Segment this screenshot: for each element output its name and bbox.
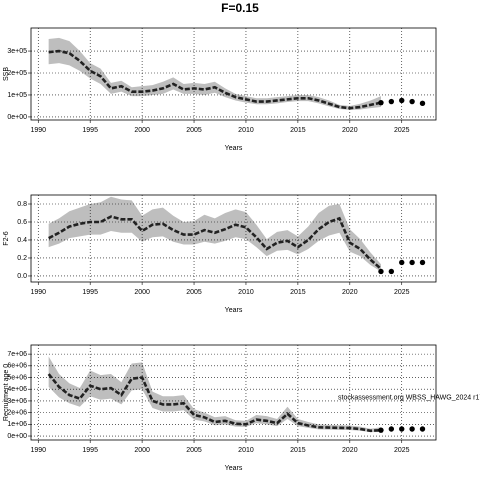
forecast-point [388, 98, 395, 105]
forecast-point [419, 100, 426, 107]
y-axis-title: F2-6 [3, 231, 10, 246]
y-tick-label: 3e+05 [7, 48, 27, 55]
x-tick-label: 1990 [30, 289, 46, 296]
y-tick-label: 0.4 [17, 237, 27, 244]
x-axis-title: Years [225, 307, 243, 314]
y-tick-label: 0.2 [17, 255, 27, 262]
y-tick-label: 2e+06 [7, 409, 27, 416]
x-tick-label: 2000 [134, 127, 150, 134]
x-tick-label: 1990 [30, 447, 46, 454]
x-tick-label: 2025 [394, 289, 410, 296]
y-tick-label: 0e+00 [7, 433, 27, 440]
confidence-band [48, 356, 381, 433]
y-axis-title: SSB [3, 67, 10, 81]
plot-frame [30, 194, 437, 283]
x-tick-label: 2020 [342, 447, 358, 454]
x-tick-label: 2010 [238, 447, 254, 454]
plot-frame [30, 344, 437, 441]
forecast-point [378, 427, 384, 433]
estimate-line [47, 373, 382, 433]
x-tick-label: 2020 [342, 289, 358, 296]
x-tick-label: 1995 [82, 127, 98, 134]
x-tick-label: 1995 [82, 447, 98, 454]
x-tick-label: 2005 [186, 289, 202, 296]
estimate-line [48, 49, 382, 110]
forecast-point [399, 426, 405, 432]
forecast-point [419, 259, 426, 266]
y-tick-label: 0e+00 [7, 114, 27, 121]
forecast-point [399, 97, 405, 104]
y-axis-title: Recruitment age 0 [3, 364, 10, 421]
y-tick-label: 7e+06 [7, 351, 27, 358]
y-tick-label: 0.8 [17, 201, 27, 208]
forecast-point [378, 268, 384, 275]
x-axis-title: Years [225, 145, 243, 152]
forecast-point [409, 259, 415, 266]
y-tick-label: 5e+06 [7, 374, 27, 381]
x-tick-label: 2020 [342, 127, 358, 134]
y-tick-label: 0.6 [17, 219, 27, 226]
x-tick-label: 2010 [238, 127, 254, 134]
x-tick-label: 2015 [290, 289, 306, 296]
forecast-point [388, 268, 395, 275]
plot-frame [30, 27, 437, 121]
x-tick-label: 2000 [134, 289, 150, 296]
y-tick-label: 4e+06 [7, 386, 27, 393]
forecast-point [409, 426, 415, 432]
x-tick-label: 2015 [290, 447, 306, 454]
y-tick-label: 2e+05 [7, 70, 27, 77]
y-tick-label: 1e+06 [7, 421, 27, 428]
estimate-line [48, 215, 382, 270]
x-tick-label: 2025 [394, 127, 410, 134]
y-tick-label: 0.0 [17, 273, 27, 280]
x-tick-label: 2015 [290, 127, 306, 134]
y-tick-label: 3e+06 [7, 398, 27, 405]
confidence-band [48, 196, 381, 272]
x-tick-label: 2025 [394, 447, 410, 454]
forecast-point [409, 98, 415, 105]
x-tick-label: 1990 [30, 127, 46, 134]
forecast-point [419, 426, 426, 432]
y-tick-label: 6e+06 [7, 363, 27, 370]
forecast-point [388, 426, 395, 432]
x-axis-title: Years [225, 465, 243, 472]
x-tick-label: 2010 [238, 289, 254, 296]
forecast-point [399, 259, 405, 266]
x-tick-label: 1995 [82, 289, 98, 296]
chart-title: F=0.15 [221, 1, 259, 15]
x-tick-label: 2005 [186, 447, 202, 454]
forecast-point [378, 99, 384, 106]
x-tick-label: 2000 [134, 447, 150, 454]
y-tick-label: 1e+05 [7, 92, 27, 99]
x-tick-label: 2005 [186, 127, 202, 134]
annotation: stockassessment.org WBSS_HAWG_2024 r1785… [338, 394, 480, 401]
